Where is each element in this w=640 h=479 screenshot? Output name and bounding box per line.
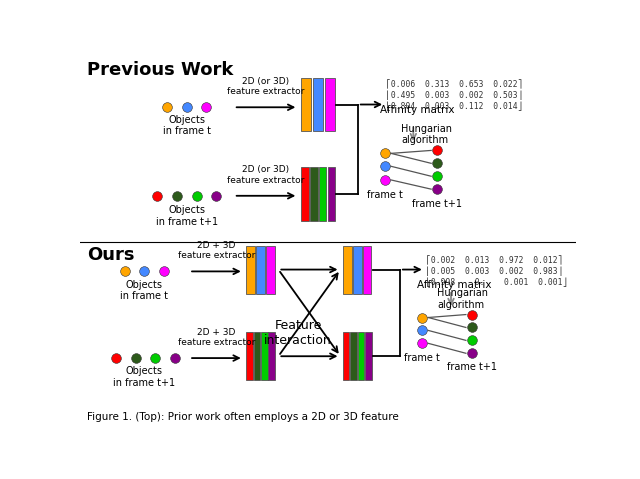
Text: Ours: Ours (88, 246, 135, 263)
Text: Objects
in frame t+1: Objects in frame t+1 (156, 205, 218, 227)
Text: frame t+1: frame t+1 (412, 199, 462, 209)
Text: 2D (or 3D)
feature extractor: 2D (or 3D) feature extractor (227, 165, 305, 185)
Bar (301, 167, 308, 220)
Text: Figure 1. (Top): Prior work often employs a 2D or 3D feature: Figure 1. (Top): Prior work often employ… (88, 412, 399, 422)
Bar (358, 332, 364, 380)
Bar (319, 167, 326, 220)
Bar (324, 78, 335, 131)
Bar (246, 332, 253, 380)
Bar (328, 167, 335, 220)
Text: Affinity matrix: Affinity matrix (380, 105, 454, 115)
Bar (350, 332, 357, 380)
Bar (343, 332, 349, 380)
Bar (266, 246, 275, 294)
Bar (261, 332, 268, 380)
Text: 2D + 3D
feature extractor: 2D + 3D feature extractor (178, 328, 255, 347)
Text: 2D + 3D
feature extractor: 2D + 3D feature extractor (178, 241, 255, 261)
Text: Hungarian
algorithm: Hungarian algorithm (437, 288, 488, 309)
Bar (312, 78, 323, 131)
Bar (256, 246, 265, 294)
Bar (343, 246, 351, 294)
Text: frame t: frame t (367, 190, 403, 200)
Text: Hungarian
algorithm: Hungarian algorithm (401, 124, 452, 146)
Text: Feature
interaction: Feature interaction (264, 319, 332, 347)
Text: Previous Work: Previous Work (88, 61, 234, 79)
Text: Objects
in frame t: Objects in frame t (120, 280, 168, 301)
Text: 2D (or 3D)
feature extractor: 2D (or 3D) feature extractor (227, 77, 305, 96)
Text: frame t+1: frame t+1 (447, 362, 497, 372)
Text: ⎡0.006  0.313  0.653  0.022⎤
⎢0.495  0.003  0.002  0.503⎥
⎣0.804  0.003  0.112  : ⎡0.006 0.313 0.653 0.022⎤ ⎢0.495 0.003 0… (386, 80, 522, 111)
Text: Affinity matrix: Affinity matrix (417, 280, 492, 289)
Text: Objects
in frame t+1: Objects in frame t+1 (113, 366, 175, 388)
Bar (269, 332, 275, 380)
Text: ⎡0.002  0.013  0.972  0.012⎤
⎢0.005  0.003  0.002  0.983⎥
⎣0.998    0.    0.001 : ⎡0.002 0.013 0.972 0.012⎤ ⎢0.005 0.003 0… (426, 256, 567, 287)
Bar (301, 78, 311, 131)
Bar (310, 167, 317, 220)
Text: frame t: frame t (404, 353, 440, 363)
Bar (246, 246, 255, 294)
Bar (363, 246, 371, 294)
Bar (253, 332, 260, 380)
Bar (365, 332, 372, 380)
Bar (353, 246, 362, 294)
Text: Objects
in frame t: Objects in frame t (163, 114, 211, 136)
